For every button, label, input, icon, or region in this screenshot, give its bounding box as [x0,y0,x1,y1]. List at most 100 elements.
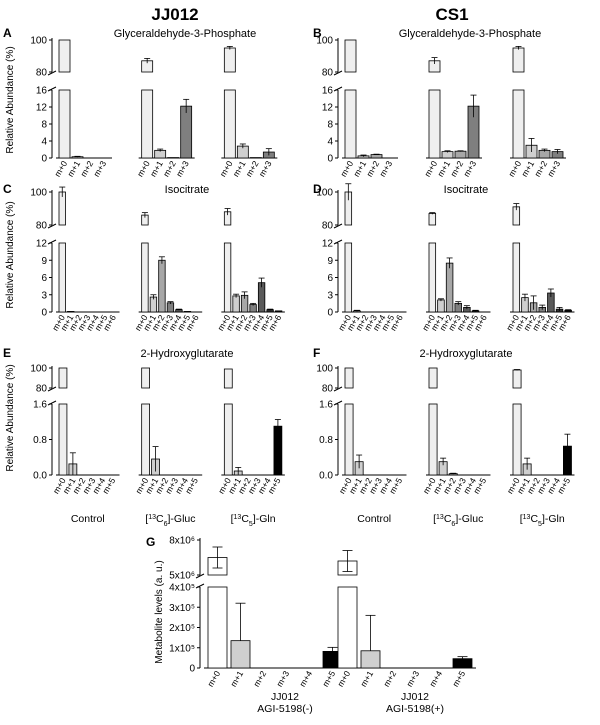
group-label-line1: JJ012 [401,691,429,703]
bar [445,262,454,313]
x-tick-label: m+3 [91,159,108,179]
panel-title: Glyceraldehyde-3-Phosphate [114,28,256,40]
bar [230,640,251,669]
panel-letter: C [3,182,12,196]
x-tick-label: m+4 [427,669,444,689]
y-tick-label: 8x10⁶ [169,536,195,547]
y-tick-label: 1x10⁵ [169,643,195,654]
bar-lower-segment [141,242,149,313]
x-tick-label: m+3 [377,159,394,179]
panel-title: 2-Hydroxyglutarate [420,348,513,360]
y-axis-label: Metabolite levels (a. u.) [154,560,165,663]
bar [512,369,522,389]
y-tick-label: 12 [322,103,334,114]
bar [183,311,192,313]
y-tick-label: 80 [36,68,48,79]
bar-lower-segment [337,586,358,669]
group-label: Control [71,513,105,525]
x-tick-label: m+2 [381,669,398,689]
y-tick-label: 9 [327,256,333,267]
bar [273,425,283,476]
y-tick-label: 0 [189,664,195,675]
panel-title: Glyceraldehyde-3-Phosphate [399,28,541,40]
y-tick-label: 0.0 [33,471,47,482]
y-tick-label: 80 [322,221,334,232]
y-tick-label: 100 [30,188,47,199]
y-tick-label: 3 [327,290,333,301]
bar [274,310,283,313]
y-tick-label: 80 [322,68,334,79]
bar-lower-segment [141,89,154,159]
bar [344,367,354,389]
y-tick-label: 0 [41,308,47,319]
bar [232,295,240,313]
x-tick-label: m+5 [450,669,467,689]
y-tick-label: 16 [36,86,48,97]
axis-break-mark [47,223,57,229]
bar-lower-segment [512,403,522,476]
column-title-right: CS1 [435,5,468,24]
x-tick-label: m+4 [297,669,314,689]
panel-title: 2-Hydroxyglutarate [141,348,234,360]
panel-letter: E [3,346,11,360]
y-tick-label: 0.8 [319,435,333,446]
axis-break-mark [47,386,57,392]
bar [67,311,75,313]
bar [158,259,166,313]
group-label: [13C6]-Gluc [145,513,195,528]
y-tick-label: 0.0 [319,471,333,482]
bar [223,47,236,73]
x-tick-label: m+3 [174,159,191,179]
y-tick-label: 6 [41,273,47,284]
x-tick-label: m+0 [205,669,222,689]
y-tick-label: 3x10⁵ [169,603,195,614]
bar [58,367,68,389]
bar-lower-segment [223,242,232,313]
y-tick-label: 0 [327,308,333,319]
bar [428,367,438,389]
bar [428,213,437,226]
panel-letter: A [3,26,12,40]
group-label-line1: JJ012 [271,691,299,703]
bar-lower-segment [428,242,437,313]
bar-lower-segment [58,403,68,476]
y-tick-label: 0 [327,154,333,165]
y-tick-label: 8 [41,120,47,131]
y-tick-label: 4 [41,137,47,148]
bar-lower-segment [141,403,150,476]
y-tick-label: 12 [36,103,48,114]
bar-lower-segment [58,242,66,313]
group-label: [13C5]-Gln [520,513,565,528]
panel-letter: G [146,535,155,549]
y-tick-label: 0.8 [33,435,47,446]
x-tick-label: m+1 [228,669,245,689]
axis-break-mark [333,386,343,392]
y-tick-label: 2x10⁵ [169,623,195,634]
y-tick-label: 1.6 [319,400,333,411]
bar [512,47,525,73]
bar-lower-segment [223,403,233,476]
x-tick-label: m+3 [404,669,421,689]
x-tick-label: m+0 [335,669,352,689]
bar-lower-segment [58,89,71,159]
y-tick-label: 4x10⁵ [169,583,195,594]
panel-title: Isocitrate [444,184,489,196]
y-tick-label: 80 [36,384,48,395]
bar [452,658,473,669]
y-tick-label: 16 [322,86,334,97]
x-tick-label: m+3 [274,669,291,689]
y-tick-label: 9 [41,256,47,267]
group-label-line2: AGI-5198(+) [386,703,444,715]
bar [58,39,71,73]
y-tick-label: 100 [316,364,333,375]
panel-letter: B [313,26,322,40]
bar-lower-segment [344,89,357,159]
bar [180,105,193,159]
y-tick-label: 80 [36,221,48,232]
x-tick-label: m+3 [545,159,562,179]
bar [141,367,150,389]
x-tick-label: m+2 [251,669,268,689]
bar-lower-segment [512,89,525,159]
y-tick-label: 8 [327,120,333,131]
